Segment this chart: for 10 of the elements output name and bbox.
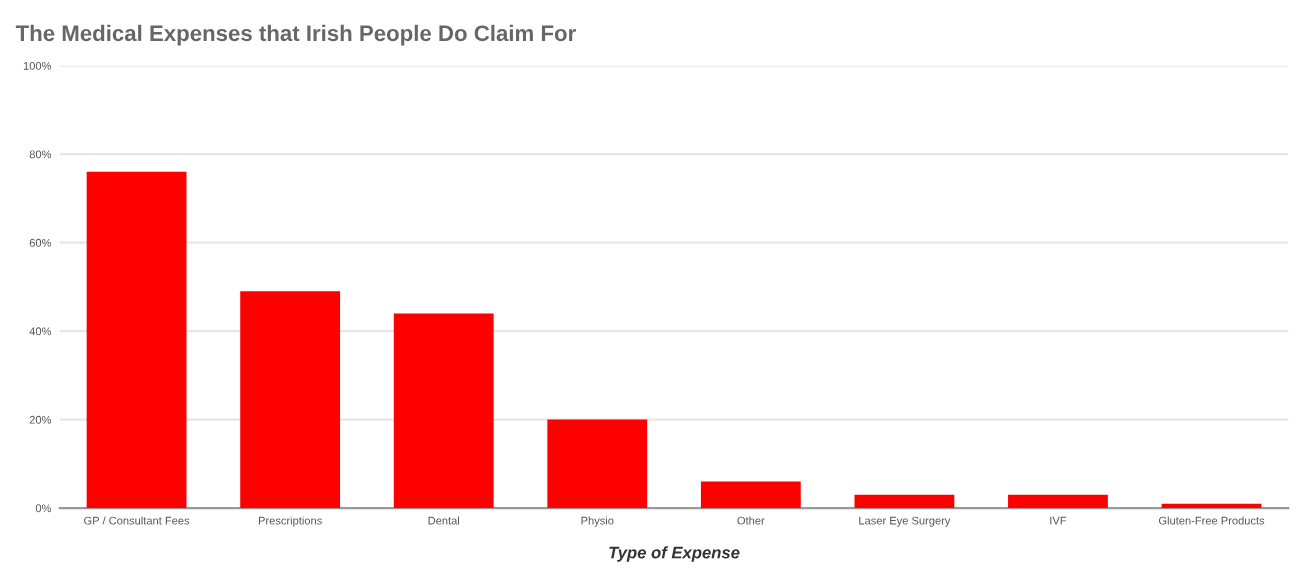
bar xyxy=(547,419,648,509)
chart-title: The Medical Expenses that Irish People Do Claim For xyxy=(15,24,576,46)
bar xyxy=(393,313,494,509)
bar xyxy=(854,494,955,509)
bar xyxy=(1008,494,1108,509)
bar xyxy=(86,171,187,509)
x-axis-title: Type of Expense xyxy=(609,546,740,562)
bar xyxy=(700,481,801,509)
bar xyxy=(1161,503,1262,509)
bar xyxy=(240,291,341,509)
